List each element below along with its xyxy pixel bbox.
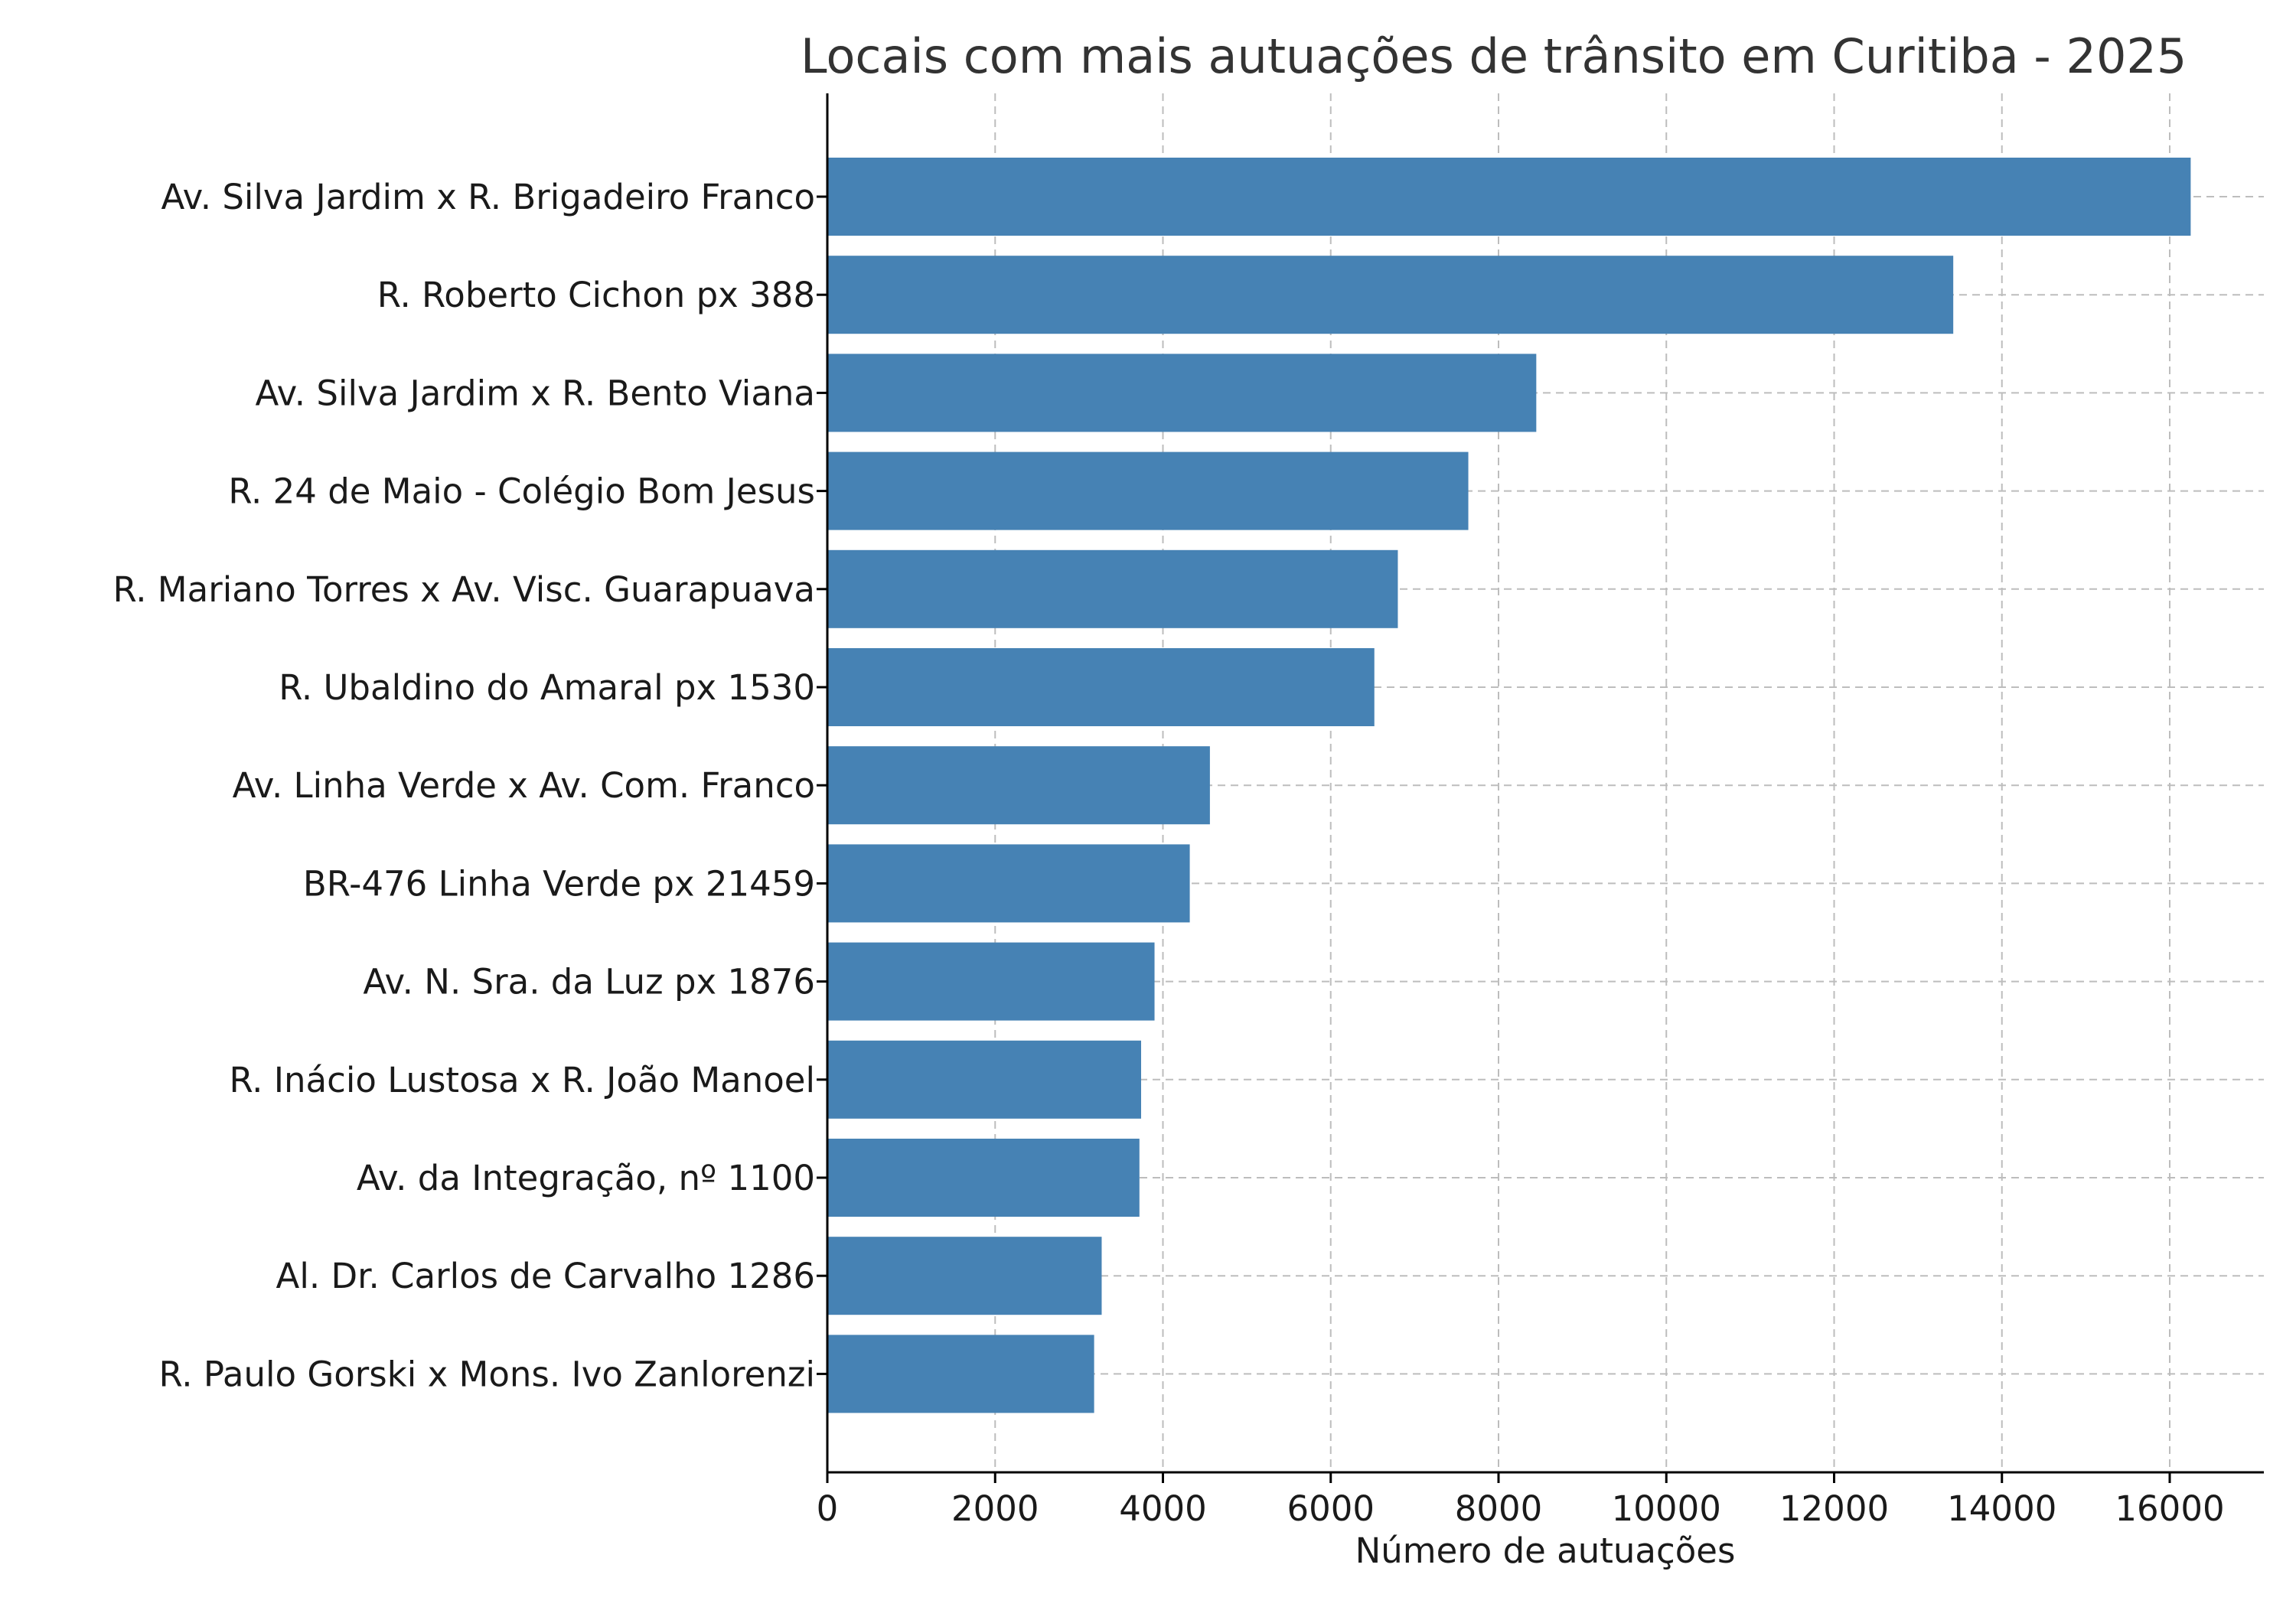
x-tick-label: 14000 <box>1947 1488 2056 1529</box>
bar <box>827 1237 1102 1315</box>
bar <box>827 1139 1140 1217</box>
category-label: R. Inácio Lustosa x R. João Manoel <box>229 1060 815 1100</box>
category-label: Av. da Integração, nº 1100 <box>357 1158 815 1198</box>
x-tick-label: 2000 <box>951 1488 1039 1529</box>
bar <box>827 648 1375 726</box>
bar <box>827 354 1537 432</box>
x-axis-label: Número de autuações <box>1355 1530 1736 1571</box>
x-tick-label: 8000 <box>1455 1488 1543 1529</box>
category-label: R. Mariano Torres x Av. Visc. Guarapuava <box>113 569 815 610</box>
chart-title: Locais com mais autuações de trânsito em… <box>801 28 2187 84</box>
bar <box>827 158 2191 236</box>
category-label: BR-476 Linha Verde px 21459 <box>303 863 815 904</box>
bar <box>827 942 1155 1021</box>
category-label: Av. Silva Jardim x R. Bento Viana <box>256 373 815 413</box>
category-label: Av. Silva Jardim x R. Brigadeiro Franco <box>161 177 815 217</box>
x-tick-label: 12000 <box>1779 1488 1889 1529</box>
x-tick-label: 10000 <box>1612 1488 1721 1529</box>
bar <box>827 1040 1141 1119</box>
category-label: R. Roberto Cichon px 388 <box>377 275 815 315</box>
bar <box>827 256 1954 334</box>
category-label: Al. Dr. Carlos de Carvalho 1286 <box>276 1256 815 1296</box>
category-label: R. Paulo Gorski x Mons. Ivo Zanlorenzi <box>159 1354 815 1394</box>
x-tick-label: 0 <box>817 1488 839 1529</box>
category-label: Av. Linha Verde x Av. Com. Franco <box>233 765 815 806</box>
bars <box>827 158 2191 1413</box>
bar <box>827 746 1210 825</box>
bar <box>827 1335 1094 1413</box>
bar <box>827 844 1190 923</box>
x-tick-label: 4000 <box>1119 1488 1207 1529</box>
x-ticks: 0 2000 4000 6000 8000 10000 12000 14000 16000 <box>817 1472 2225 1529</box>
x-tick-label: 16000 <box>2115 1488 2224 1529</box>
bar <box>827 451 1469 530</box>
category-labels: Av. Silva Jardim x R. Brigadeiro Franco R… <box>113 177 827 1394</box>
category-label: R. 24 de Maio - Colégio Bom Jesus <box>228 471 815 512</box>
category-label: R. Ubaldino do Amaral px 1530 <box>279 667 815 708</box>
category-label: Av. N. Sra. da Luz px 1876 <box>363 962 815 1002</box>
axes <box>826 93 2264 1474</box>
x-tick-label: 6000 <box>1287 1488 1375 1529</box>
bar <box>827 549 1398 628</box>
